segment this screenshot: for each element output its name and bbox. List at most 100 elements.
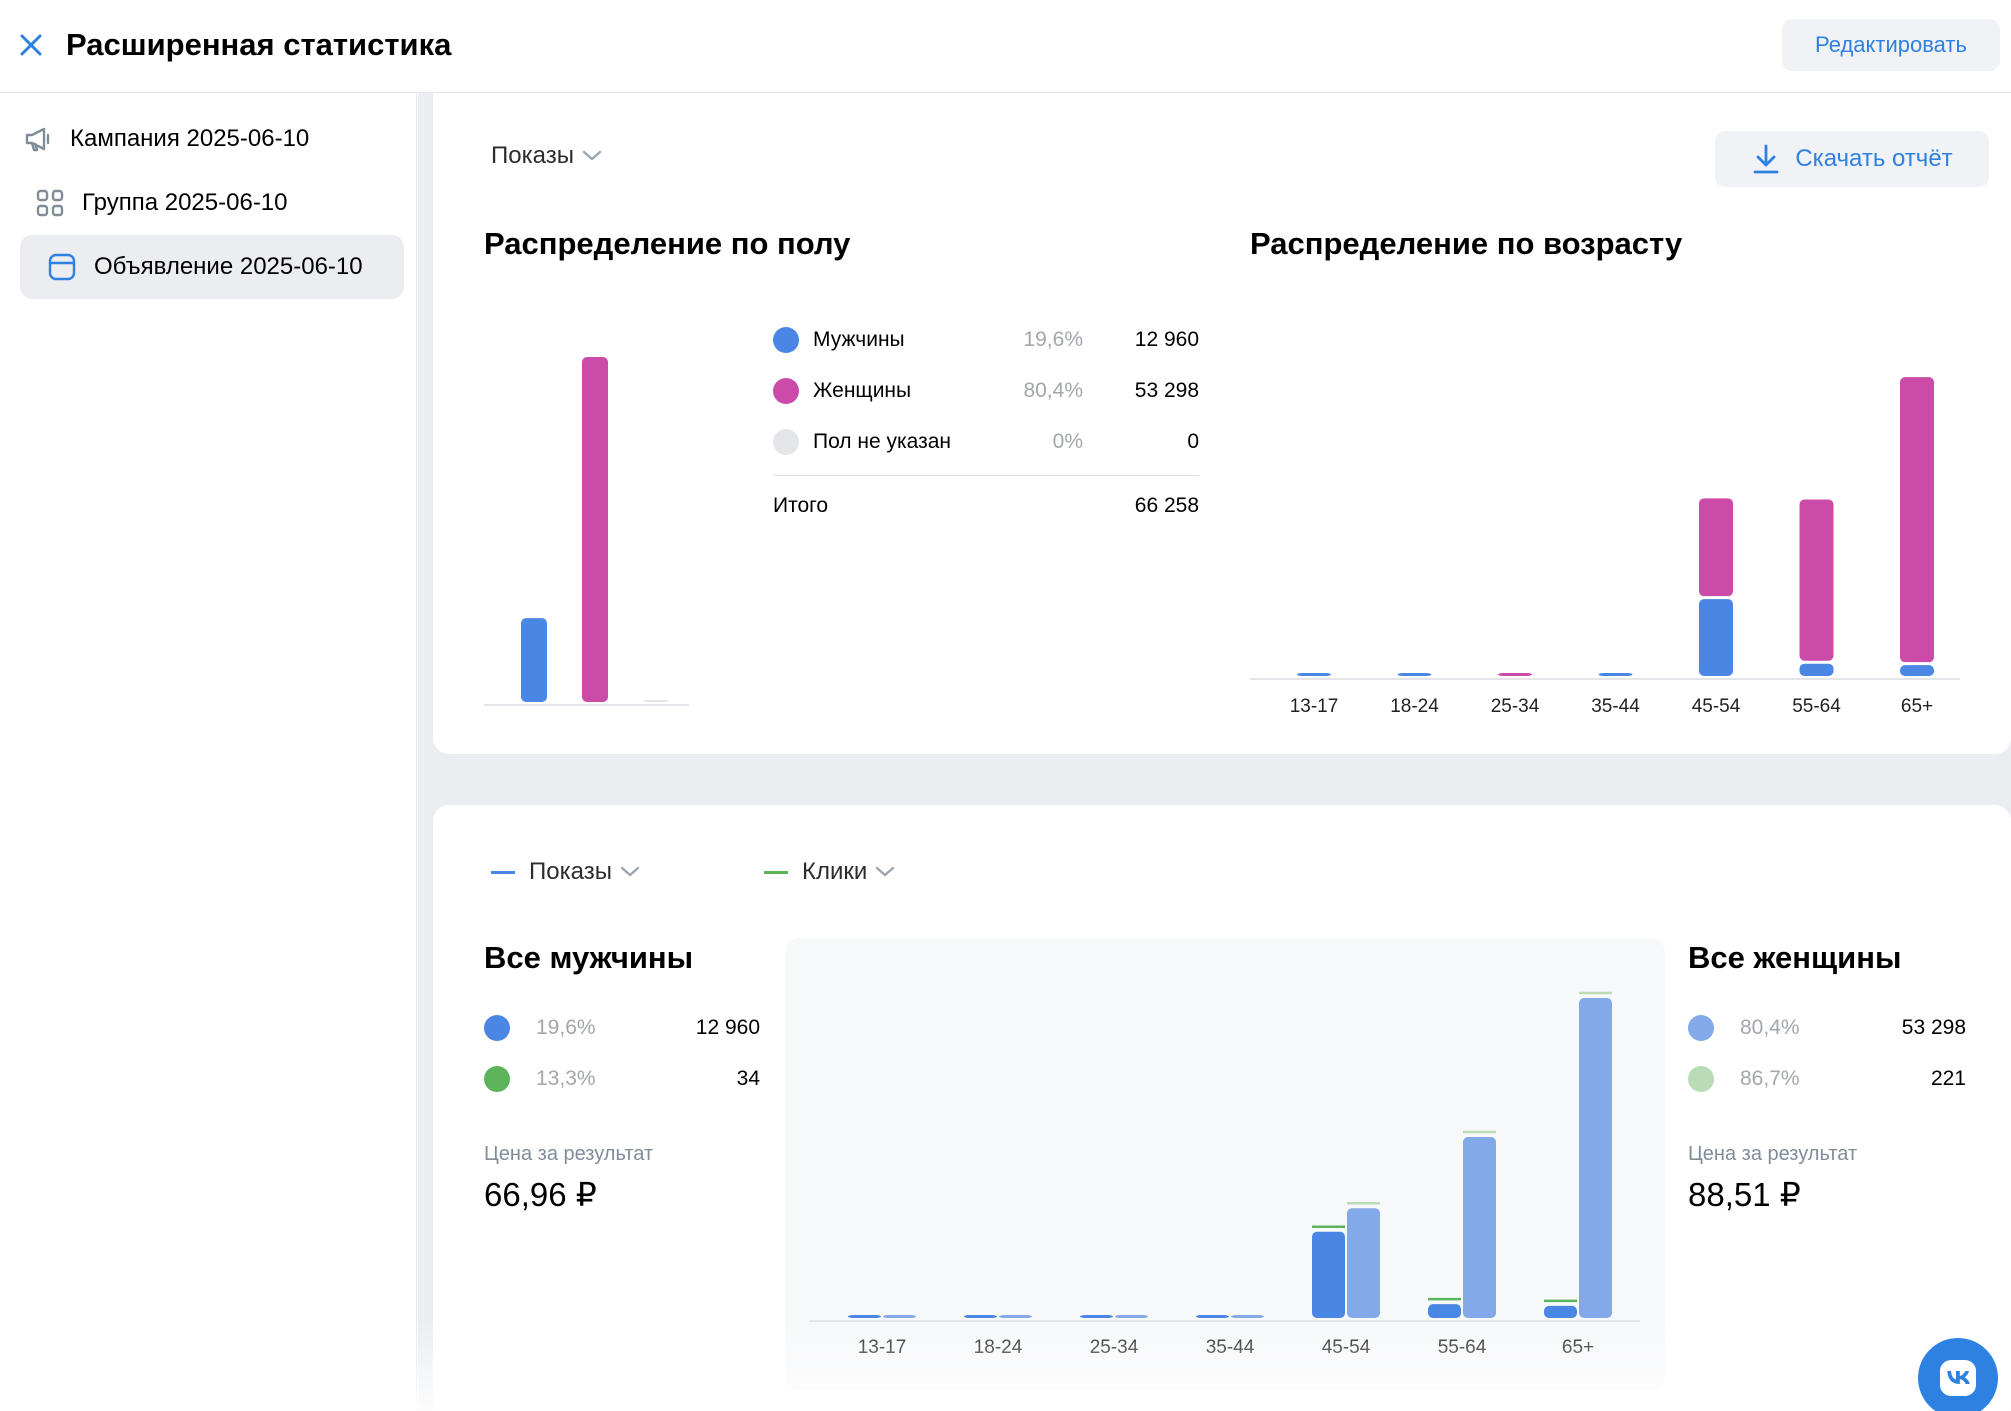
legend-divider: [773, 475, 1199, 476]
men-clicks-dot: [484, 1066, 510, 1092]
vk-logo-icon: [1940, 1360, 1976, 1396]
women-title: Все женщины: [1688, 940, 1902, 975]
legend-row-men: Мужчины 19,6% 12 960: [773, 327, 1199, 353]
cmp-tick-label: 13-17: [858, 1337, 907, 1358]
impressions-dropdown-label: Показы: [529, 858, 612, 885]
legend-percent: 80,4%: [1023, 379, 1083, 402]
gender-chart: [484, 357, 689, 706]
page-title: Расширенная статистика: [66, 27, 452, 62]
age-bar-men: [1900, 665, 1934, 676]
men-impressions-row: 19,6% 12 960: [484, 1015, 760, 1041]
metric-dropdown[interactable]: Показы: [491, 142, 602, 170]
legend-row-women: Женщины 80,4% 53 298: [773, 378, 1199, 404]
age-tick-label: 35-44: [1591, 696, 1640, 717]
unknown-dot: [773, 429, 799, 455]
total-label: Итого: [773, 494, 829, 517]
vk-chat-button[interactable]: [1918, 1338, 1998, 1411]
impressions-line-marker: [491, 870, 515, 874]
men-title: Все мужчины: [484, 940, 694, 975]
header: Расширенная статистика Редактировать: [0, 0, 2011, 93]
cmp-tick-label: 55-64: [1438, 1337, 1487, 1358]
total-value: 66 258: [1134, 494, 1199, 517]
age-tick-label: 25-34: [1491, 696, 1540, 717]
age-title: Распределение по возрасту: [1250, 226, 1683, 261]
women-clicks-value: 221: [1930, 1067, 1966, 1090]
sidebar-item-label: Объявление 2025-06-10: [94, 253, 363, 280]
age-tick-label: 55-64: [1792, 696, 1841, 717]
demographics-card: [433, 93, 2011, 754]
gender-bar: [582, 357, 608, 702]
age-bar-men: [1297, 673, 1331, 676]
men-dot: [773, 327, 799, 353]
legend-value: 53 298: [1134, 379, 1199, 402]
women-price-label: Цена за результат: [1688, 1143, 1858, 1165]
women-clicks-dot: [1688, 1066, 1714, 1092]
cmp-tick-label: 18-24: [974, 1337, 1023, 1358]
women-impressions-row: 80,4% 53 298: [1688, 1015, 1966, 1041]
cmp-tick-label: 45-54: [1322, 1337, 1371, 1358]
cmp-bar-men: [1544, 1305, 1577, 1318]
megaphone-icon: [20, 121, 56, 157]
legend-value: 12 960: [1134, 328, 1199, 351]
men-clicks-value: 34: [736, 1067, 760, 1090]
cmp-bar-men: [848, 1315, 881, 1318]
men-price-value: 66,96 ₽: [484, 1176, 597, 1213]
sidebar-item-group[interactable]: Группа 2025-06-10: [20, 171, 404, 235]
sidebar: Кампания 2025-06-10 Группа 2025-06-10 Об…: [0, 93, 417, 1411]
cmp-bar-men: [964, 1315, 997, 1318]
age-bar-women: [1498, 673, 1532, 676]
men-price-label: Цена за результат: [484, 1143, 654, 1165]
age-tick-label: 45-54: [1692, 696, 1741, 717]
cmp-tick-label: 65+: [1562, 1337, 1594, 1358]
legend-row-unknown: Пол не указан 0% 0: [773, 429, 1199, 455]
comparison-chart-panel: [785, 938, 1665, 1390]
men-impressions-value: 12 960: [695, 1016, 760, 1039]
age-chart: 13-17 18-24 25-34 35-44 45-54 55-64 65+: [1250, 377, 1960, 717]
edit-button[interactable]: Редактировать: [1782, 19, 2000, 71]
sidebar-item-campaign[interactable]: Кампания 2025-06-10: [20, 107, 404, 171]
cmp-tick-label: 25-34: [1090, 1337, 1139, 1358]
women-impressions-percent: 80,4%: [1740, 1016, 1800, 1039]
cmp-bar-women: [1231, 1315, 1264, 1318]
women-clicks-percent: 86,7%: [1740, 1067, 1800, 1090]
men-impressions-percent: 19,6%: [536, 1016, 596, 1039]
cmp-bar-women: [883, 1315, 916, 1318]
close-button[interactable]: [14, 28, 48, 62]
sidebar-item-ad[interactable]: Объявление 2025-06-10: [20, 235, 404, 299]
men-clicks-percent: 13,3%: [536, 1067, 596, 1090]
ad-card-icon: [44, 249, 80, 285]
cmp-bar-men: [1428, 1304, 1461, 1318]
age-tick-label: 13-17: [1290, 696, 1339, 717]
age-tick-label: 65+: [1901, 696, 1933, 717]
age-bar-men: [1397, 673, 1432, 676]
age-bar-men: [1598, 673, 1633, 676]
women-clicks-row: 86,7% 221: [1688, 1066, 1966, 1092]
age-bar-men: [1699, 599, 1733, 676]
impressions-dropdown[interactable]: Показы: [491, 858, 640, 886]
legend-value: 0: [1187, 430, 1199, 453]
metric-dropdown-label: Показы: [491, 142, 574, 169]
cmp-tick-label: 35-44: [1206, 1337, 1255, 1358]
legend-row-total: Итого 66 258: [773, 494, 1199, 518]
close-icon: [20, 34, 42, 56]
chevron-down-icon: [582, 150, 602, 161]
download-report-button[interactable]: Скачать отчёт: [1715, 131, 1989, 187]
gender-bar: [643, 700, 669, 702]
cmp-bar-women: [1579, 998, 1612, 1318]
clicks-dropdown[interactable]: Клики: [764, 858, 895, 886]
gender-title: Распределение по полу: [484, 226, 851, 261]
clicks-line-marker: [764, 870, 788, 874]
cmp-bar-men: [1080, 1315, 1113, 1318]
gender-bar: [521, 618, 547, 702]
cmp-bar-women: [1463, 1137, 1496, 1318]
download-icon: [1753, 144, 1779, 174]
grid-icon: [32, 185, 68, 221]
age-bar-women: [1799, 499, 1834, 661]
download-label: Скачать отчёт: [1795, 145, 1953, 172]
cmp-bar-women: [999, 1315, 1032, 1318]
chevron-down-icon: [876, 866, 895, 877]
women-price-value: 88,51 ₽: [1688, 1176, 1801, 1213]
men-impressions-dot: [484, 1015, 510, 1041]
legend-label: Пол не указан: [813, 430, 952, 453]
legend-percent: 0%: [1052, 430, 1083, 453]
